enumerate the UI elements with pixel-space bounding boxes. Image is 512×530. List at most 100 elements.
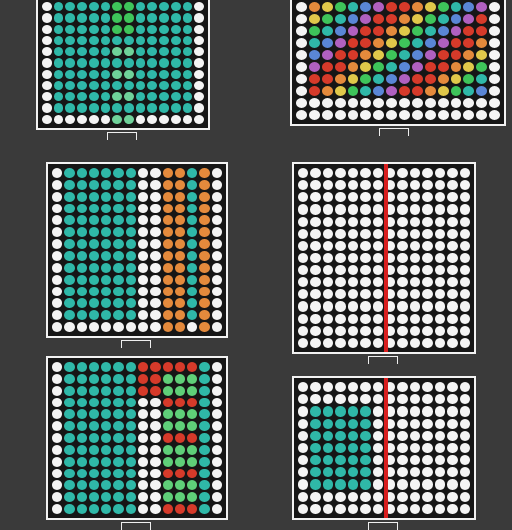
matrix-dot xyxy=(76,286,87,297)
matrix-dot xyxy=(434,382,446,393)
matrix-dot xyxy=(459,325,470,336)
matrix-dot xyxy=(150,262,161,273)
matrix-dot xyxy=(159,58,169,68)
matrix-dot xyxy=(434,455,446,466)
matrix-dot xyxy=(397,168,408,179)
matrix-dot xyxy=(88,168,100,178)
matrix-dot xyxy=(437,26,449,36)
matrix-dot xyxy=(53,80,64,91)
matrix-dot xyxy=(459,289,470,300)
matrix-dot xyxy=(211,239,222,249)
matrix-dot xyxy=(76,239,87,249)
matrix-dot xyxy=(170,103,181,113)
matrix-dot xyxy=(347,240,359,251)
matrix-dot xyxy=(88,191,100,202)
matrix-dot xyxy=(162,215,173,226)
matrix-dot xyxy=(187,191,198,202)
matrix-dot xyxy=(360,216,371,227)
matrix-dot xyxy=(459,228,470,239)
matrix-dot xyxy=(199,215,210,226)
matrix-dot xyxy=(360,62,372,72)
matrix-dot xyxy=(112,80,122,91)
matrix-dot xyxy=(335,313,346,324)
matrix-dot xyxy=(296,38,307,48)
matrix-dot xyxy=(373,14,385,24)
matrix-dot xyxy=(450,50,462,60)
matrix-dot xyxy=(211,322,222,332)
matrix-dot xyxy=(322,301,334,312)
matrix-dot xyxy=(88,286,100,297)
matrix-dot xyxy=(434,406,446,417)
matrix-dot xyxy=(347,26,359,36)
matrix-dot xyxy=(52,274,63,285)
matrix-dot xyxy=(360,325,371,336)
matrix-dot xyxy=(298,313,309,324)
matrix-dot xyxy=(298,467,309,478)
matrix-dot xyxy=(187,421,198,432)
matrix-dot xyxy=(373,86,385,96)
matrix-dot xyxy=(52,385,63,396)
matrix-dot xyxy=(360,313,371,324)
matrix-dot xyxy=(347,180,359,191)
matrix-dot xyxy=(147,2,158,12)
matrix-dot xyxy=(347,2,359,12)
matrix-dot xyxy=(162,456,173,467)
matrix-dot xyxy=(52,191,63,202)
matrix-dot xyxy=(489,50,500,60)
matrix-dot xyxy=(335,406,346,417)
matrix-dot xyxy=(174,168,186,178)
matrix-dot xyxy=(310,228,321,239)
matrix-dot xyxy=(360,168,371,179)
matrix-dot xyxy=(335,418,346,429)
matrix-dot xyxy=(476,74,488,84)
matrix-dot xyxy=(187,397,198,408)
matrix-dot xyxy=(137,168,149,178)
matrix-dot xyxy=(385,418,396,429)
matrix-dot xyxy=(88,274,100,285)
matrix-dot xyxy=(112,92,122,102)
matrix-dot xyxy=(434,394,446,405)
matrix-dot xyxy=(373,26,385,36)
matrix-dot xyxy=(113,239,124,249)
matrix-dot xyxy=(52,203,63,214)
matrix-dot xyxy=(211,191,222,202)
matrix-dot xyxy=(112,103,122,113)
matrix-dot xyxy=(335,382,346,393)
matrix-dot xyxy=(187,310,198,321)
matrix-dot xyxy=(101,168,112,178)
matrix-dot xyxy=(64,191,75,202)
matrix-dot xyxy=(298,265,309,276)
matrix-dot xyxy=(187,504,198,514)
matrix-dot xyxy=(88,58,99,68)
matrix-dot xyxy=(360,26,372,36)
matrix-dot xyxy=(52,168,63,178)
matrix-dot xyxy=(182,114,193,124)
matrix-dot xyxy=(385,325,396,336)
matrix-dot xyxy=(298,301,309,312)
matrix-dot xyxy=(437,86,449,96)
matrix-dot xyxy=(162,286,173,297)
matrix-dot xyxy=(137,179,149,190)
matrix-dot xyxy=(334,2,346,12)
matrix-dot xyxy=(64,239,75,249)
matrix-dot xyxy=(334,26,346,36)
matrix-dot xyxy=(424,98,436,108)
matrix-dot xyxy=(447,382,458,393)
matrix-dot xyxy=(88,409,100,420)
matrix-dot xyxy=(64,409,75,420)
matrix-dot xyxy=(372,265,383,276)
matrix-dot xyxy=(397,265,408,276)
matrix-dot xyxy=(459,204,470,215)
matrix-dot xyxy=(52,444,63,455)
matrix-dot xyxy=(459,382,470,393)
matrix-dot xyxy=(422,265,433,276)
matrix-dot xyxy=(409,430,421,441)
matrix-dot xyxy=(298,406,309,417)
matrix-dot xyxy=(88,433,100,443)
matrix-dot xyxy=(113,456,124,467)
matrix-dot xyxy=(310,325,321,336)
matrix-dot xyxy=(347,430,359,441)
matrix-dot xyxy=(385,442,396,454)
matrix-dot xyxy=(125,373,136,384)
matrix-dot xyxy=(463,62,475,72)
